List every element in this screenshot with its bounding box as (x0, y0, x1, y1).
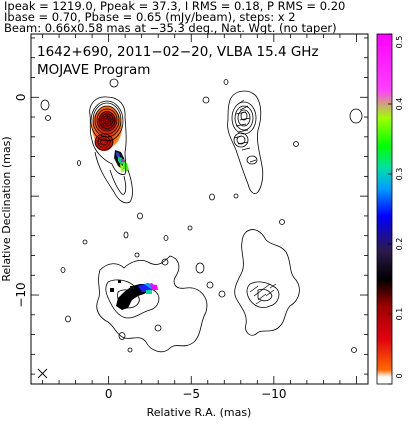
plot-frame (30, 33, 369, 385)
colorbar-tick-label: 0.4 (395, 98, 404, 111)
colorbar-tick-label: 0.3 (395, 168, 404, 181)
colorbar: 0 0.1 0.2 0.3 0.4 0.5 (376, 33, 404, 385)
x-tick-label: 0 (105, 387, 113, 401)
colorbar-tick-label: 0.5 (395, 36, 404, 49)
colorbar-ticks: 0 0.1 0.2 0.3 0.4 0.5 (388, 33, 404, 385)
plot-area (31, 34, 368, 384)
header-line-2: Ibase = 0.70, Pbase = 0.65 (mJy/beam), s… (4, 10, 296, 24)
x-tick-label: −10 (261, 387, 286, 401)
left-jet-contours (40, 78, 215, 353)
x-axis-label: Relative R.A. (mas) (147, 406, 252, 419)
header-line-1: Ipeak = 1219.0, Ppeak = 37.3, I RMS = 0.… (4, 0, 345, 13)
right-pol-contours (202, 79, 363, 353)
y-axis-label: Relative Declination (mas) (0, 136, 13, 281)
colorbar-gradient (376, 33, 393, 385)
axes: 0 −5 −10 0 −10 (14, 34, 368, 401)
y-tick-label: 0 (14, 93, 28, 101)
colorbar-tick-label: 0 (395, 373, 404, 378)
colorbar-tick-label: 0.1 (395, 308, 404, 321)
y-tick-label: −10 (14, 282, 28, 307)
evpa-ticks (233, 99, 277, 305)
colorbar-tick-label: 0.2 (395, 238, 404, 251)
plot-title-line-1: 1642+690, 2011−02−20, VLBA 15.4 GHz (37, 44, 319, 60)
header-line-3: Beam: 0.66x0.58 mas at −35.3 deg., Nat. … (4, 21, 337, 35)
beam-marker (37, 368, 48, 379)
plot-title-line-2: MOJAVE Program (37, 62, 150, 78)
x-tick-label: −5 (182, 387, 200, 401)
